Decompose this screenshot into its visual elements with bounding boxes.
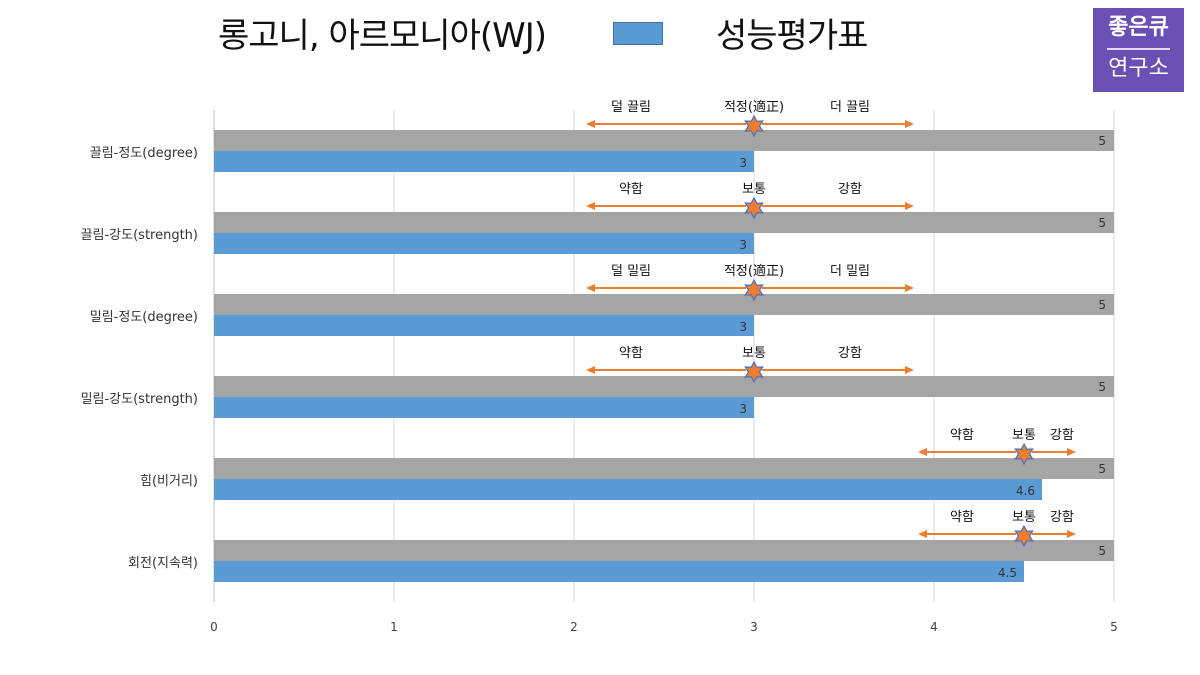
x-tick-label: 0 [210,620,218,634]
bar-reference-value-label: 5 [1098,462,1106,476]
legend-swatch [613,22,663,45]
chart-title: 롱고니, 아르모니아(WJ) [218,16,547,56]
annotation-left-label: 약함 [950,510,974,525]
annotation-center-label: 보통 [742,182,766,197]
bar-score-value-label: 3 [739,402,747,416]
category-label: 회전(지속력) [128,556,198,571]
arrowhead-left-icon [918,448,927,456]
bar-score [214,561,1024,582]
arrowhead-left-icon [586,366,595,374]
arrowhead-right-icon [905,366,914,374]
bar-score-value-label: 4.5 [998,566,1017,580]
bar-reference [214,540,1114,561]
x-tick-label: 5 [1110,620,1118,634]
annotation-center-label: 보통 [1012,428,1036,443]
annotation-left-label: 덜 끌림 [611,100,651,115]
annotation-left-label: 덜 밀림 [611,264,651,279]
logo-divider [1107,48,1170,50]
annotation-right-label: 강함 [1050,428,1074,443]
bar-reference [214,458,1114,479]
annotation-left-label: 약함 [619,346,643,361]
category-label: 밀림-정도(degree) [90,310,198,325]
star-marker-icon [744,196,764,220]
annotation-center-label: 적정(適正) [724,99,784,115]
annotation-center-label: 보통 [1012,510,1036,525]
category-label: 끌림-정도(degree) [90,146,198,161]
bar-reference [214,376,1114,397]
bar-reference [214,294,1114,315]
logo-line1: 좋은큐 [1108,15,1169,40]
bar-score [214,233,754,254]
annotation-center-label: 보통 [742,346,766,361]
annotation-left-label: 약함 [619,182,643,197]
logo: 좋은큐 연구소 [1093,8,1184,92]
x-tick-label: 3 [750,620,758,634]
bar-score-value-label: 4.6 [1016,484,1035,498]
category-label: 끌림-강도(strength) [81,228,198,243]
bar-reference-value-label: 5 [1098,380,1106,394]
legend-label: 성능평가표 [716,16,868,56]
bar-reference [214,130,1114,151]
star-marker-icon [1014,524,1034,548]
logo-line2: 연구소 [1108,56,1169,81]
bar-score-value-label: 3 [739,156,747,170]
bar-reference-value-label: 5 [1098,134,1106,148]
annotation-right-label: 강함 [1050,510,1074,525]
arrowhead-right-icon [905,284,914,292]
arrowhead-left-icon [586,120,595,128]
bar-score-value-label: 3 [739,320,747,334]
bar-reference-value-label: 5 [1098,216,1106,230]
arrowhead-right-icon [1067,530,1076,538]
bar-score-value-label: 3 [739,238,747,252]
bar-reference-value-label: 5 [1098,298,1106,312]
annotation-center-label: 적정(適正) [724,263,784,279]
annotation-right-label: 강함 [838,182,862,197]
bar-score [214,479,1042,500]
annotation-right-label: 더 끌림 [830,100,870,115]
arrowhead-left-icon [586,284,595,292]
bar-reference-value-label: 5 [1098,544,1106,558]
bar-score [214,397,754,418]
star-marker-icon [744,114,764,138]
bar-score [214,151,754,172]
x-tick-label: 1 [390,620,398,634]
x-tick-label: 2 [570,620,578,634]
annotation-left-label: 약함 [950,428,974,443]
x-tick-label: 4 [930,620,938,634]
chart-header: 롱고니, 아르모니아(WJ) 성능평가표 좋은큐 연구소 [0,0,1200,92]
arrowhead-left-icon [918,530,927,538]
arrowhead-right-icon [905,202,914,210]
category-label: 밀림-강도(strength) [81,392,198,407]
bar-score [214,315,754,336]
arrowhead-right-icon [1067,448,1076,456]
category-label: 힘(비거리) [140,474,198,489]
annotation-right-label: 더 밀림 [830,264,870,279]
star-marker-icon [744,360,764,384]
arrowhead-right-icon [905,120,914,128]
annotation-right-label: 강함 [838,346,862,361]
arrowhead-left-icon [586,202,595,210]
star-marker-icon [744,278,764,302]
bar-reference [214,212,1114,233]
star-marker-icon [1014,442,1034,466]
